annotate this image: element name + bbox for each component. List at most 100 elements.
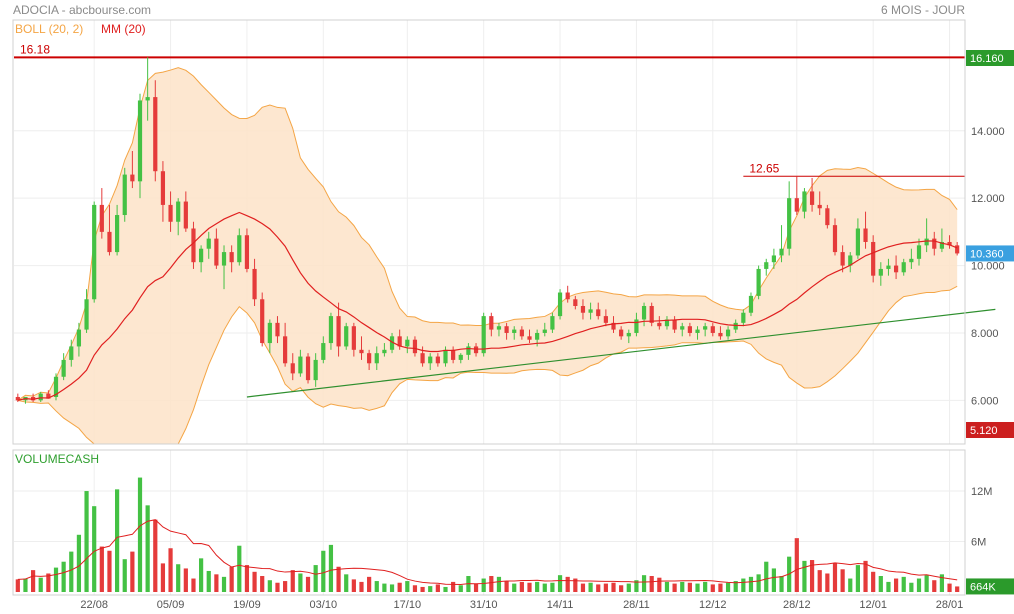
- volume-bar: [550, 582, 555, 592]
- candle-body: [221, 252, 227, 266]
- volume-bar: [496, 576, 502, 592]
- volume-bars: [15, 477, 960, 592]
- volume-bar: [92, 506, 97, 592]
- candle-body: [550, 316, 555, 330]
- date-tick-label: 17/10: [394, 599, 422, 611]
- candle-body: [428, 356, 433, 364]
- volume-bar: [267, 580, 272, 592]
- volume-bar: [832, 563, 838, 592]
- date-tick-label: 28/11: [623, 599, 650, 611]
- volume-bar: [855, 565, 860, 592]
- chart-frame: [12, 19, 966, 596]
- candle-body: [260, 299, 265, 344]
- volume-bar: [260, 576, 265, 592]
- candle-body: [298, 356, 303, 374]
- volume-bar: [817, 570, 822, 592]
- candle-body: [916, 245, 922, 259]
- price-tick-label: 14.000: [971, 126, 1005, 138]
- volume-bar: [504, 581, 509, 592]
- candle-body: [38, 393, 43, 401]
- volume-average-line: [17, 519, 958, 586]
- volume-bar: [695, 583, 700, 592]
- volume-bar: [924, 575, 929, 592]
- candle-body: [115, 215, 120, 253]
- candle-body: [374, 353, 379, 364]
- volume-bar: [191, 578, 196, 592]
- volume-bar: [23, 578, 28, 592]
- level-label: 16.18: [20, 42, 50, 56]
- candle-body: [145, 97, 150, 101]
- date-tick-label: 12/01: [859, 599, 887, 611]
- candle-body: [153, 97, 158, 172]
- volume-bar: [237, 545, 242, 592]
- candle-body: [825, 208, 830, 226]
- volume-bar: [183, 568, 188, 592]
- volume-bar: [428, 586, 433, 592]
- volume-bar: [596, 584, 601, 592]
- volume-bar: [634, 580, 639, 592]
- candle-body: [168, 204, 173, 222]
- candle-body: [871, 241, 876, 276]
- candle-body: [76, 329, 82, 347]
- candle-body: [237, 235, 242, 263]
- candle-body: [229, 252, 234, 263]
- volume-bar: [916, 578, 922, 592]
- candle-body: [771, 255, 776, 263]
- volume-bar: [939, 574, 945, 592]
- volume-bar: [359, 581, 364, 592]
- candle-body: [680, 326, 685, 330]
- candle-body: [664, 319, 670, 327]
- candle-body: [382, 349, 387, 354]
- candle-body: [183, 201, 188, 229]
- volume-bar: [76, 534, 82, 592]
- volume-bar: [802, 560, 807, 592]
- volume-bar: [619, 585, 624, 592]
- candlesticks: [15, 57, 960, 404]
- volume-bar: [122, 559, 127, 592]
- volume-bar: [557, 575, 563, 592]
- price-tick-label: 12.000: [971, 193, 1005, 205]
- price-tick-label: 10.000: [971, 261, 1005, 273]
- volume-bar: [565, 576, 570, 592]
- candle-body: [787, 198, 792, 249]
- badge-last: 10.360: [970, 248, 1004, 260]
- date-tick-label: 14/11: [547, 599, 574, 611]
- candle-body: [565, 292, 570, 300]
- volume-bar: [321, 550, 326, 592]
- date-tick-label: 05/09: [157, 599, 185, 611]
- volume-bar: [374, 581, 379, 592]
- volume-bar: [214, 574, 219, 592]
- volume-tick-label: 6M: [971, 537, 986, 549]
- candle-body: [733, 322, 738, 330]
- volume-bar: [489, 576, 494, 592]
- axis-labels: 6.000 8.000 10.000 12.000 14.000 6M 12M 22/08 05…: [80, 126, 1004, 611]
- volume-bar: [145, 505, 150, 592]
- legend-volume: VOLUMECASH: [15, 452, 100, 466]
- volume-bar: [61, 561, 66, 592]
- volume-bar: [382, 583, 387, 592]
- volume-bar: [283, 581, 288, 592]
- candle-body: [748, 295, 754, 313]
- volume-bar: [680, 581, 685, 592]
- volume-bar: [305, 576, 311, 592]
- candle-body: [160, 171, 166, 205]
- volume-bar: [756, 574, 761, 592]
- volume-bar: [718, 583, 723, 592]
- period-label[interactable]: 6 MOIS - JOUR: [880, 3, 965, 17]
- price-tick-label: 6.000: [971, 395, 999, 407]
- candle-body: [405, 339, 410, 347]
- volume-bar: [275, 582, 280, 592]
- candle-body: [473, 346, 479, 354]
- volume-bar: [130, 551, 135, 592]
- candle-body: [634, 319, 639, 333]
- chart-title: ADOCIA - abcbourse.com: [13, 3, 152, 17]
- candle-body: [611, 322, 616, 330]
- volume-bar: [313, 565, 318, 592]
- date-tick-label: 12/12: [699, 599, 727, 611]
- level-lines: 16.18 12.65: [14, 42, 965, 177]
- volume-bar: [443, 586, 448, 592]
- candle-body: [283, 336, 288, 364]
- volume-bar: [168, 548, 173, 592]
- support-trendline: [246, 308, 996, 398]
